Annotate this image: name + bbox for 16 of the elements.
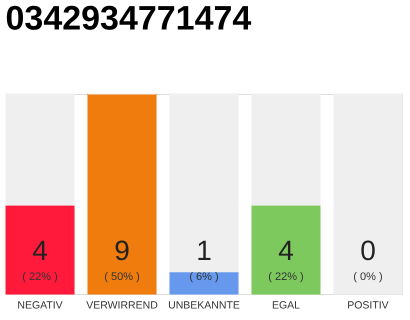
x-tick-label: POSITIV (347, 300, 389, 312)
x-tick-label: EGAL (272, 300, 300, 312)
x-tick-label: VERWIRREND (86, 300, 158, 312)
data-label: 4 (278, 235, 294, 266)
data-label: 1 (196, 235, 212, 266)
annotation: ( 50% ) (104, 271, 140, 283)
annotation: ( 22% ) (268, 271, 304, 283)
x-tick-label: NEGATIV (17, 300, 63, 312)
chart-title: 0342934771474 (6, 0, 252, 38)
annotation: ( 0% ) (353, 271, 383, 283)
data-label: 9 (114, 235, 130, 266)
annotation: ( 22% ) (22, 271, 58, 283)
x-tick-label: UNBEKANNTE (168, 300, 240, 312)
annotation: ( 6% ) (189, 271, 219, 283)
data-label: 0 (360, 235, 376, 266)
data-label: 4 (32, 235, 48, 266)
